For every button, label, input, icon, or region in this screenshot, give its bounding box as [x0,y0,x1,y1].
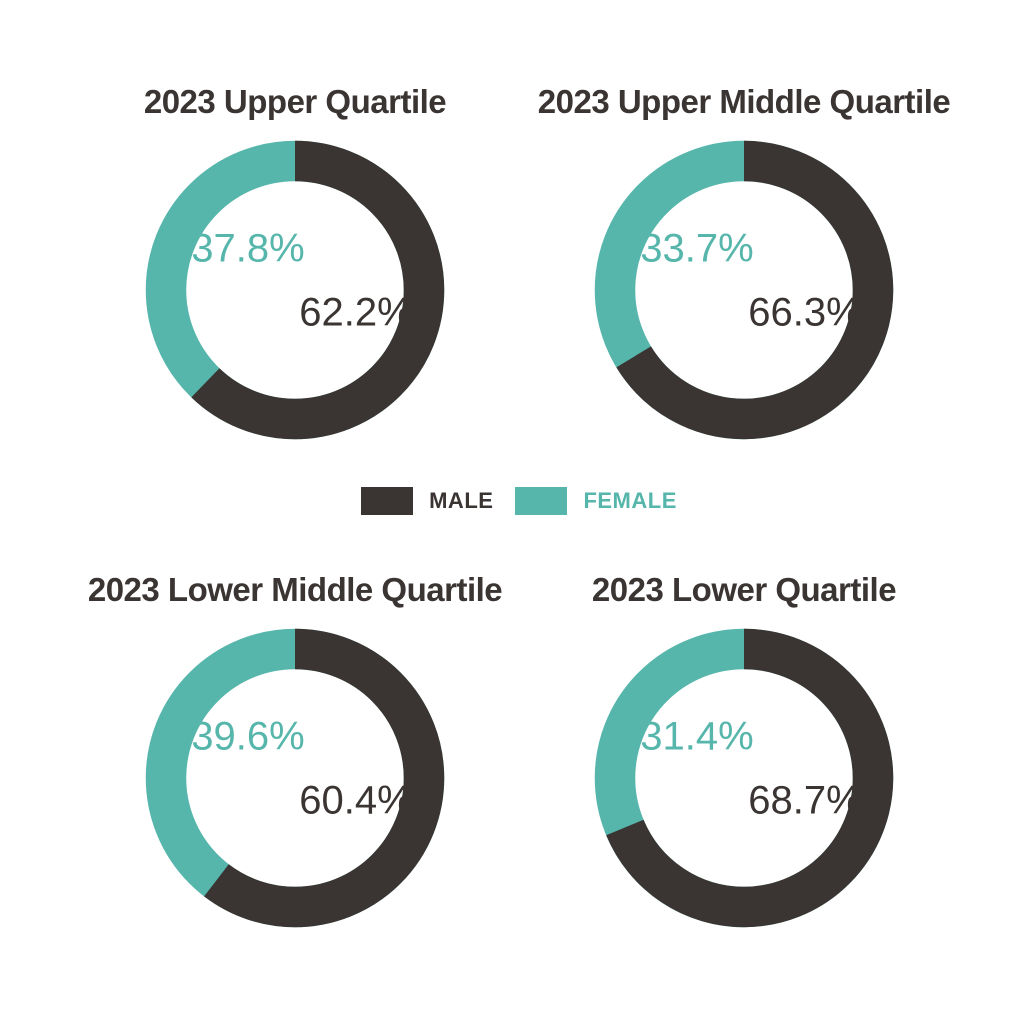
female-percentage-label: 31.4% [640,714,754,759]
male-percentage-label: 66.3% [748,290,862,335]
legend-label-female: FEMALE [583,488,677,513]
legend: MALE FEMALE [14,486,1010,516]
male-color-swatch [361,487,414,515]
legend-item-female: FEMALE [515,487,676,515]
chart-title-upper-quartile: 2023 Upper Quartile [143,83,447,120]
legend-item-male: MALE [361,487,493,515]
chart-title-lower-quartile: 2023 Lower Quartile [591,571,897,608]
donut-lower-middle-quartile: 39.6% 60.4% [145,628,445,928]
legend-label-male: MALE [429,488,494,513]
male-percentage-label: 68.7% [748,778,862,823]
female-color-swatch [515,487,568,515]
chart-upper-middle-quartile: 2023 Upper Middle Quartile 33.7% 66.3% [514,80,974,440]
female-percentage-label: 39.6% [191,714,305,759]
male-percentage-label: 62.2% [299,290,413,335]
chart-lower-quartile: 2023 Lower Quartile 31.4% 68.7% [514,568,974,928]
chart-upper-quartile: 2023 Upper Quartile 37.8% 62.2% [65,80,525,440]
donut-ring-upper-middle-quartile [594,140,894,440]
chart-title-lower-middle-quartile: 2023 Lower Middle Quartile [87,571,503,608]
donut-upper-middle-quartile: 33.7% 66.3% [594,140,894,440]
chart-lower-middle-quartile: 2023 Lower Middle Quartile 39.6% 60.4% [65,568,525,928]
female-percentage-label: 33.7% [640,226,754,271]
female-percentage-label: 37.8% [191,226,305,271]
donut-ring-lower-middle-quartile [145,628,445,928]
donut-lower-quartile: 31.4% 68.7% [594,628,894,928]
chart-title-upper-middle-quartile: 2023 Upper Middle Quartile [537,83,951,120]
donut-upper-quartile: 37.8% 62.2% [145,140,445,440]
donut-ring-upper-quartile [145,140,445,440]
donut-ring-lower-quartile [594,628,894,928]
male-percentage-label: 60.4% [299,778,413,823]
